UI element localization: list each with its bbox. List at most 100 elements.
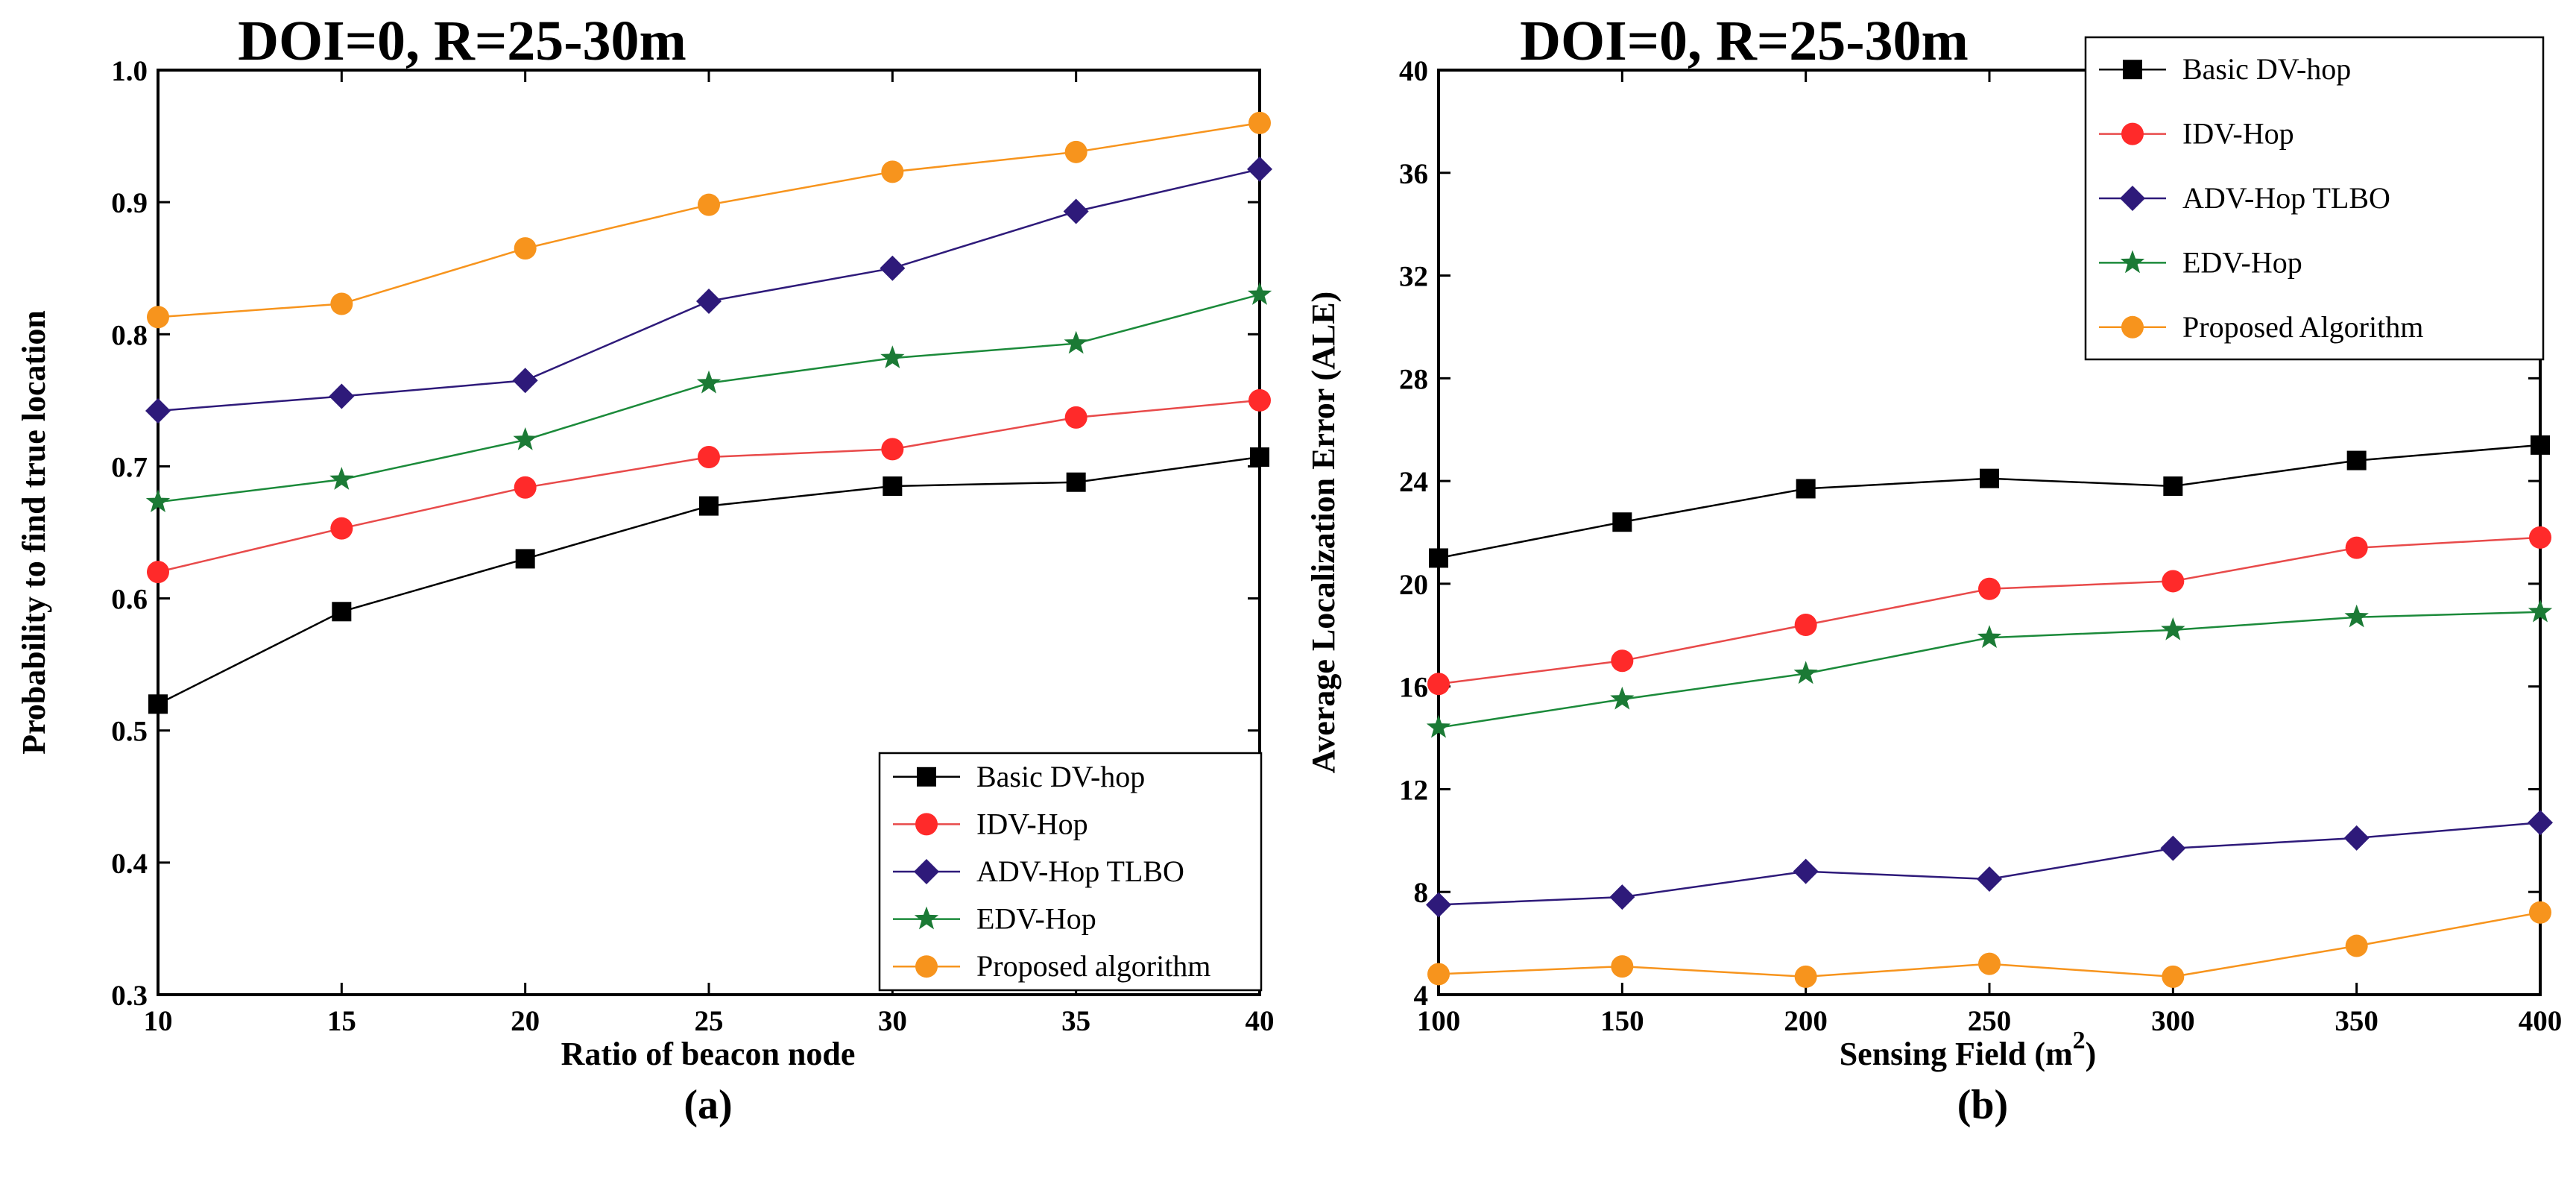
series-idv-hop: [1427, 526, 2551, 696]
data-point: [1426, 714, 1451, 738]
data-point: [1978, 952, 2001, 975]
x-tick-label: 15: [327, 1005, 356, 1037]
legend: Basic DV-hop IDV-Hop ADV-Hop TLBO EDV-Hop Pr…: [2084, 36, 2545, 361]
data-point: [1611, 649, 1634, 673]
data-point: [1977, 625, 2002, 648]
data-point: [2161, 617, 2185, 641]
series-line: [1438, 821, 2541, 906]
data-point: [145, 489, 171, 512]
data-point: [881, 160, 904, 183]
series-line: [157, 399, 1260, 573]
data-point: [699, 496, 719, 516]
data-point: [2162, 965, 2185, 988]
data-point: [1980, 468, 1999, 488]
series-adv-hop-tlbo: [1426, 810, 2553, 918]
x-axis-label: Ratio of beacon node: [561, 1036, 856, 1072]
data-point: [2529, 901, 2551, 924]
y-tick-label: 1.0: [111, 55, 148, 87]
x-tick-label: 40: [1246, 1005, 1275, 1037]
legend-marker: [915, 813, 938, 836]
data-point: [1248, 111, 1271, 134]
y-tick-label: 32: [1399, 261, 1428, 293]
series-idv-hop: [147, 388, 1271, 584]
legend-item: Basic DV-hop: [2099, 52, 2351, 86]
x-tick-label: 30: [878, 1005, 907, 1037]
data-point: [2346, 450, 2367, 470]
data-point: [696, 370, 722, 394]
legend-label: Basic DV-hop: [2182, 52, 2351, 86]
data-point: [330, 517, 353, 540]
data-point: [2531, 435, 2550, 455]
legend-marker: [914, 906, 939, 930]
y-tick-label: 0.7: [111, 451, 148, 483]
data-point: [1611, 955, 1634, 978]
data-point: [514, 476, 537, 499]
y-tick-label: 0.3: [111, 980, 148, 1012]
data-point: [2162, 570, 2185, 593]
series-basic-dv-hop: [148, 447, 1269, 714]
data-point: [1610, 686, 1635, 710]
y-tick-label: 16: [1399, 672, 1428, 704]
data-point: [147, 306, 169, 329]
chart-title: DOI=0, R=25-30m: [238, 10, 686, 72]
data-point: [2528, 810, 2553, 836]
chart-panel-b: 100 150 200 250 300 350 400 4 8 12 16 20 24 28 32 36 40 D…: [1305, 10, 2562, 1128]
data-point: [2160, 835, 2186, 861]
legend-item: ADV-Hop TLBO: [2099, 181, 2390, 215]
data-point: [880, 345, 905, 368]
series-edv-hop: [145, 282, 1272, 512]
legend-marker: [914, 859, 939, 884]
x-tick-label: 400: [2519, 1005, 2563, 1037]
legend-item: EDV-Hop: [2099, 245, 2302, 279]
data-point: [1794, 614, 1817, 636]
panel-label: (b): [1957, 1082, 2008, 1128]
data-point: [2345, 536, 2368, 559]
data-point: [1977, 866, 2002, 892]
legend-marker: [2121, 315, 2144, 339]
data-point: [2345, 934, 2368, 957]
y-tick-label: 20: [1399, 569, 1428, 601]
data-point: [1793, 661, 1818, 684]
data-point: [1427, 673, 1450, 696]
legend-label: EDV-Hop: [2182, 245, 2302, 279]
y-tick-label: 0.8: [111, 319, 148, 351]
data-point: [1793, 858, 1819, 884]
data-point: [1426, 892, 1451, 918]
y-tick-label: 12: [1399, 774, 1428, 806]
series-line: [1438, 536, 2541, 685]
x-tick-label: 35: [1061, 1005, 1090, 1037]
data-point: [1064, 140, 1087, 163]
y-tick-label: 0.9: [111, 187, 148, 219]
data-point: [145, 398, 171, 424]
data-point: [1064, 406, 1087, 429]
data-point: [1612, 512, 1632, 532]
series-proposed-algorithm: [1427, 901, 2551, 988]
y-tick-label: 28: [1399, 363, 1428, 395]
series-adv-hop-tlbo: [145, 156, 1272, 424]
x-tick-label: 100: [1417, 1005, 1461, 1037]
data-point: [330, 292, 353, 315]
data-point: [1609, 884, 1635, 910]
legend-label: IDV-Hop: [976, 807, 1088, 840]
y-tick-label: 8: [1414, 877, 1429, 909]
data-point: [880, 255, 906, 281]
x-axis-label-superscript: 2: [2073, 1027, 2086, 1054]
data-point: [514, 237, 537, 260]
data-point: [2529, 526, 2551, 549]
x-tick-label: 250: [1968, 1005, 2012, 1037]
x-tick-label: 300: [2151, 1005, 2195, 1037]
x-tick-label: 20: [511, 1005, 540, 1037]
data-point: [329, 467, 354, 490]
series-line: [1438, 444, 2541, 559]
data-point: [1250, 447, 1269, 468]
data-point: [2163, 476, 2183, 496]
legend-item: Basic DV-hop: [893, 760, 1145, 793]
data-point: [2528, 599, 2553, 623]
data-point: [883, 476, 903, 496]
y-tick-label: 0.4: [111, 848, 148, 880]
x-tick-label: 25: [695, 1005, 724, 1037]
data-point: [881, 438, 904, 461]
data-point: [512, 368, 538, 394]
legend-label: EDV-Hop: [976, 902, 1096, 936]
